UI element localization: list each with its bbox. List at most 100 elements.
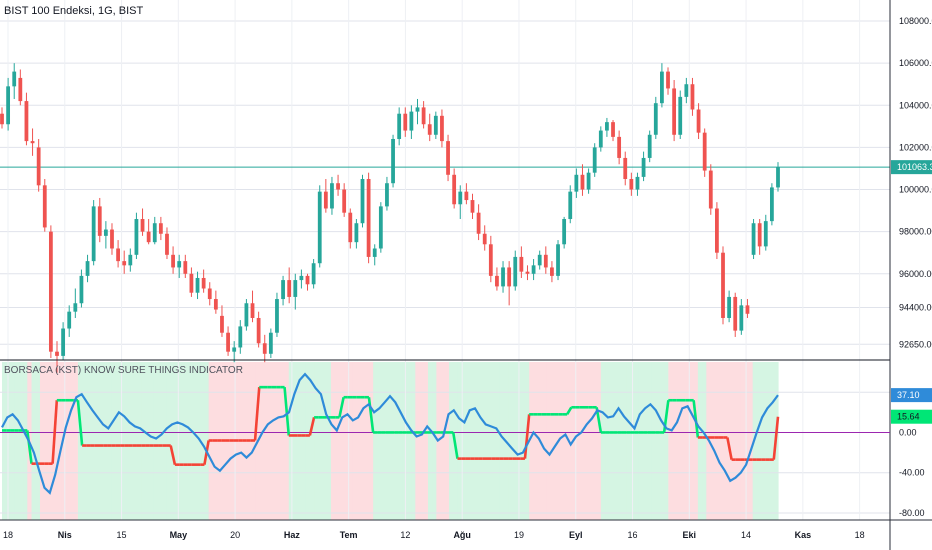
regime-band [520,362,526,520]
candle-body [647,134,652,158]
regime-band [672,362,678,520]
regime-band [651,362,657,520]
candle-body [165,233,169,255]
candle-body [446,141,450,175]
candle-body [397,113,402,139]
regime-band [162,362,168,520]
candle-body [421,107,426,125]
time-tick-label: 15 [117,530,127,540]
candle-body [745,305,750,314]
time-tick-label: 12 [400,530,410,540]
time-tick-label: Ağu [453,530,471,540]
signal-value-tag-text: 15.64 [897,412,920,422]
candle-body [568,191,573,220]
candle-body [501,267,505,287]
regime-band [702,362,707,520]
candle-body [256,317,261,344]
regime-band [769,362,775,520]
candle-body [476,212,481,234]
candle-body [73,303,78,312]
regime-band [326,362,332,520]
regime-band [314,362,319,520]
candle-body [330,183,334,209]
candle-body [562,219,567,245]
candle-body [733,296,738,331]
signal-line-segment [51,400,59,464]
candle-body [464,191,469,201]
time-tick-label: Tem [340,530,358,540]
candle-body [55,351,59,356]
regime-band [145,362,151,520]
regime-band [183,362,189,520]
candle-body [641,157,646,177]
regime-band [390,362,395,520]
regime-band [356,362,362,520]
regime-band [141,362,146,520]
regime-band [748,362,754,520]
regime-band [558,362,564,520]
candle-body [458,191,463,205]
regime-band [626,362,631,520]
candle-body [580,174,585,190]
regime-band [263,362,269,520]
regime-band [423,362,429,520]
candle-body [440,115,444,142]
candle-body [48,231,53,352]
regime-band [330,362,336,520]
time-tick-label: Eki [683,530,697,540]
regime-band [474,362,480,520]
last-price-tag: 101063.38 [891,160,932,175]
candle-body [189,273,194,293]
indicator-tick-label: 0.00 [899,427,917,437]
candle-body [281,280,285,300]
candle-body [556,244,560,276]
candle-body [0,113,4,125]
regime-band [478,362,484,520]
candle-body [543,254,548,268]
candle-body [12,71,17,87]
candle-body [488,244,493,276]
candle-body [177,261,182,268]
candle-body [18,77,23,102]
regime-band [731,362,737,520]
candle-body [268,332,273,354]
candle-body [311,263,316,285]
candle-body [220,315,224,333]
regime-band [259,362,265,520]
regime-band [280,362,286,520]
time-tick-label: Eyl [569,530,583,540]
candle-body [134,219,139,255]
candle-body [342,189,347,213]
regime-band [461,362,467,520]
candle-body [6,86,11,125]
regime-band [756,362,762,520]
regime-band [664,362,669,520]
regime-band [149,362,155,520]
candle-body [519,256,524,272]
regime-band [482,362,488,520]
regime-band [39,362,45,520]
signal-line-segment [169,445,177,465]
regime-band [364,362,370,520]
regime-band [293,362,298,520]
price-tick-label: 92650.00 [899,339,932,349]
regime-band [541,362,547,520]
candle-body [30,141,35,144]
regime-band [381,362,387,520]
regime-band [191,362,197,520]
candle-body [158,223,163,234]
kst-line [1,372,779,495]
candle-body [85,261,90,276]
candle-body [385,183,389,207]
candle-body [403,113,408,131]
candle-body [482,233,487,245]
regime-band [562,362,568,520]
price-tick-label: 104000.00 [899,100,932,110]
candle-body [629,179,634,190]
regime-band [339,362,345,520]
candle-body [739,305,744,331]
candle-body [684,84,689,97]
regime-band [689,362,695,520]
regime-band [31,362,37,520]
price-tick-label: 100000.00 [899,185,932,195]
